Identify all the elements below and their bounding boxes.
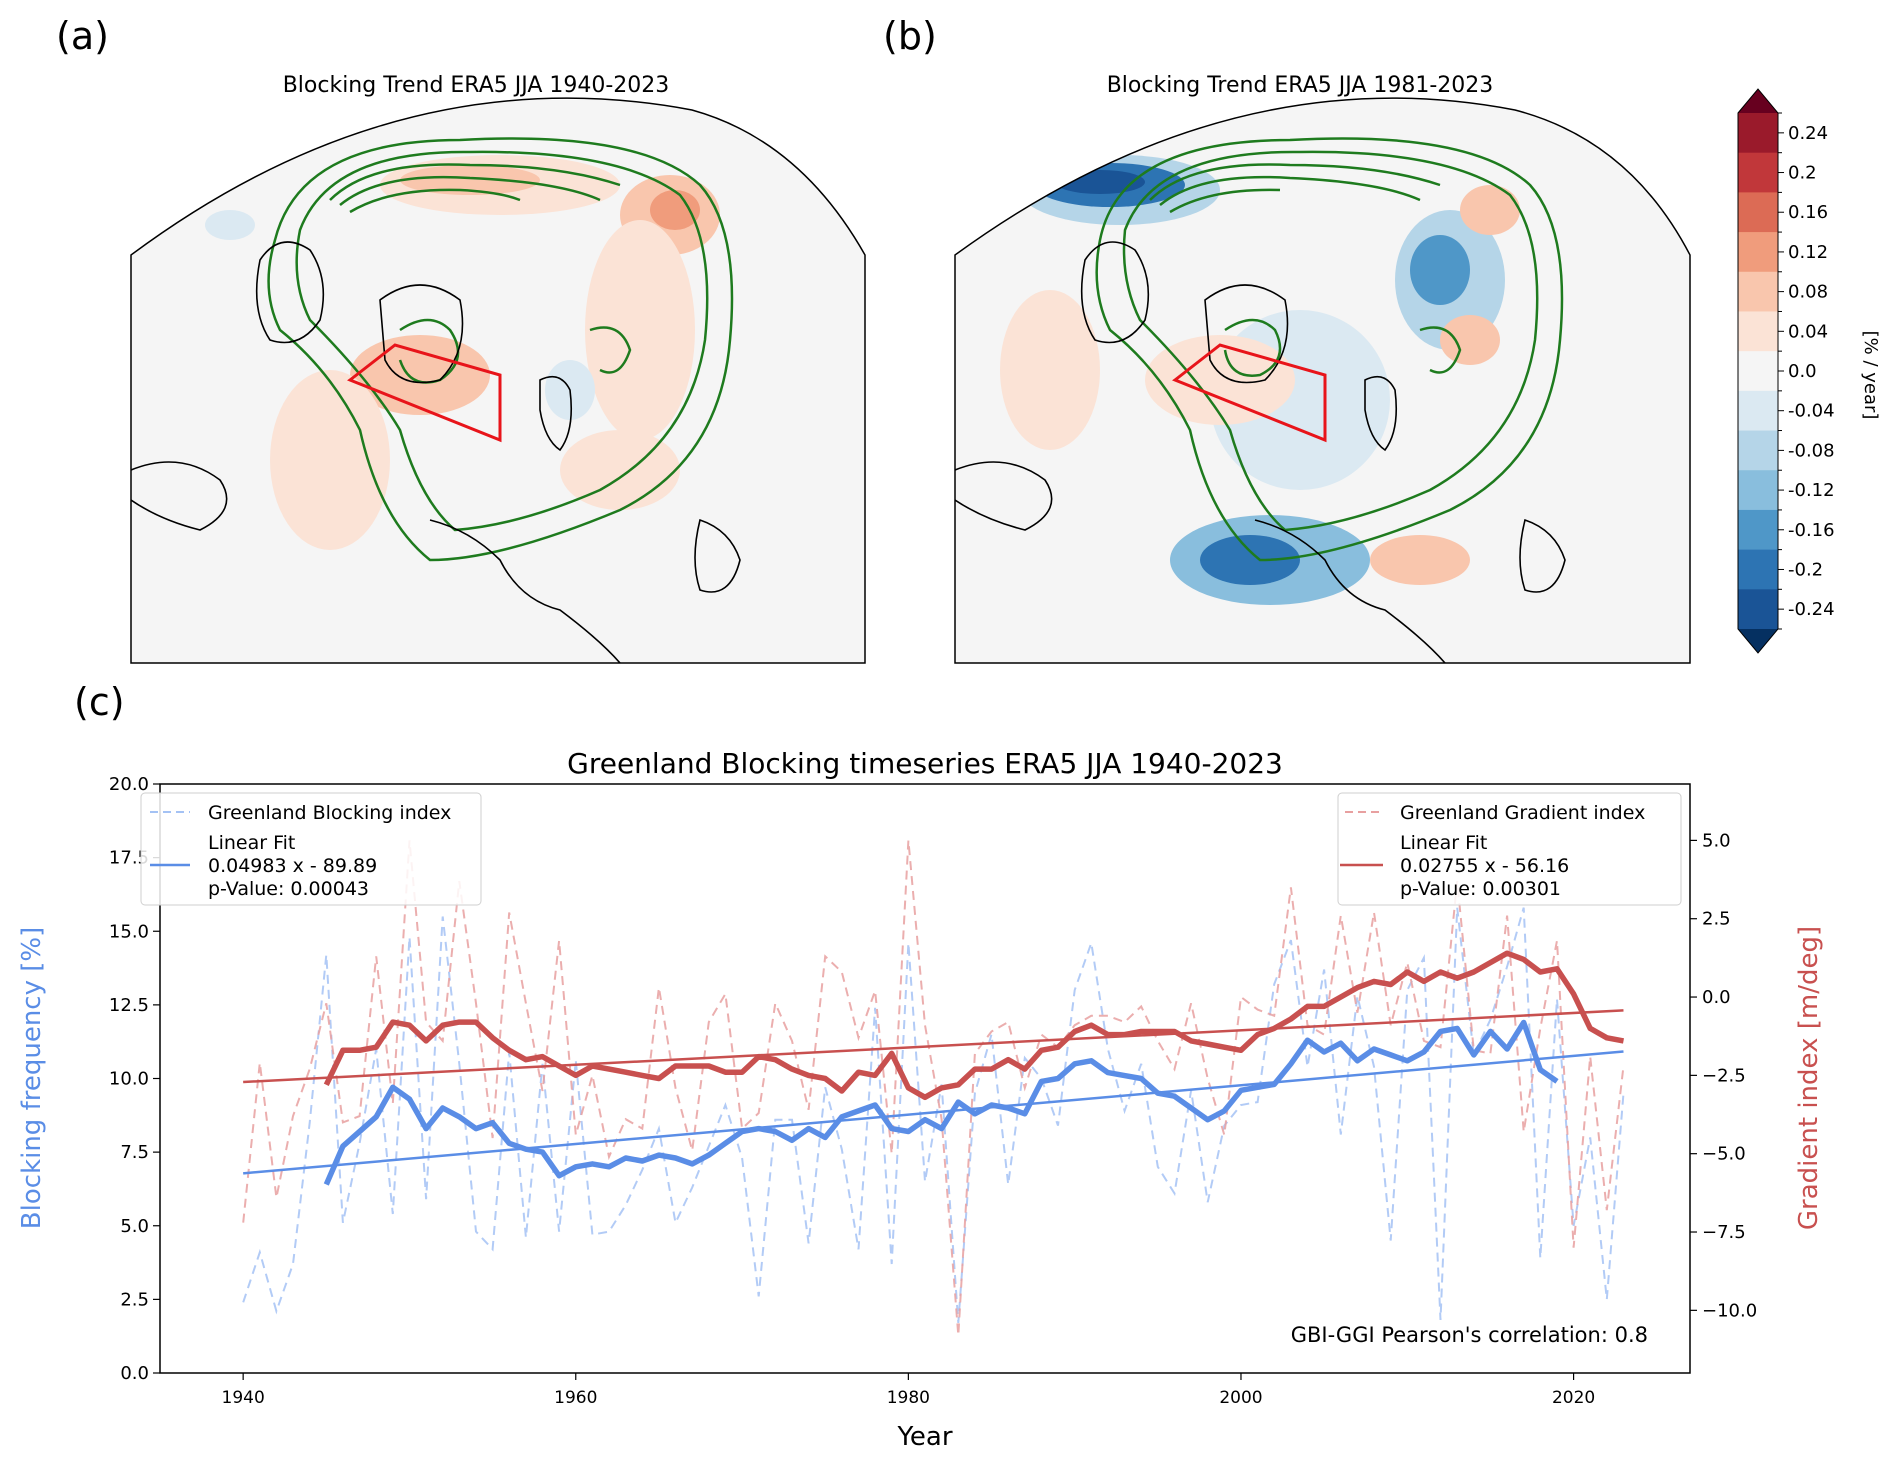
panel-label-a: (a) (56, 14, 109, 58)
y-tick-label-left: 0.0 (120, 1363, 149, 1384)
map-a-coastlines (131, 241, 741, 663)
y-tick-label-left: 17.5 (109, 848, 149, 869)
legend-left: Greenland Blocking index Linear Fit 0.04… (140, 792, 482, 906)
y-tick-label-left: 20.0 (109, 774, 149, 795)
map-a-trend-patch (560, 430, 680, 510)
y-tick-label-left: 5.0 (120, 1216, 149, 1237)
y-tick-label-left: 10.0 (109, 1069, 149, 1090)
y-tick-label-left: 2.5 (120, 1289, 149, 1310)
legend-left-entry-1-line-1: 0.04983 x - 89.89 (208, 855, 377, 877)
legend-left-entry-0: Greenland Blocking index (208, 802, 451, 824)
y-tick-label-left: 7.5 (120, 1142, 149, 1163)
correlation-annotation: GBI-GGI Pearson's correlation: 0.8 (1291, 1323, 1648, 1347)
map-a-trend-patch (205, 210, 255, 240)
blocking-linear-fit-line (243, 1050, 1624, 1175)
map-a-trend-patch (270, 370, 390, 550)
blocking-index-line (242, 907, 1625, 1323)
panel-label-c: (c) (74, 680, 125, 724)
x-tick-label: 1980 (887, 1388, 930, 1408)
legend-right: Greenland Gradient index Linear Fit 0.02… (1337, 792, 1682, 906)
gradient-linear-fit-line (243, 1009, 1624, 1084)
legend-left-entry-1-line-0: Linear Fit (208, 832, 295, 854)
map-a-greenland-box (347, 343, 502, 443)
y-tick-label-right: −5.0 (1702, 1144, 1746, 1165)
legend-right-entry-1-line-1: 0.02755 x - 56.16 (1400, 855, 1569, 877)
y-axis-label-right: Gradient index [m/deg] (1794, 926, 1824, 1230)
legend-right-entry-0: Greenland Gradient index (1400, 802, 1645, 824)
timeseries-title: Greenland Blocking timeseries ERA5 JJA 1… (567, 747, 1283, 780)
legend-right-entry-1-line-0: Linear Fit (1400, 832, 1487, 854)
y-tick-label-right: −7.5 (1702, 1222, 1746, 1243)
map-a-title: Blocking Trend ERA5 JJA 1940-2023 (282, 73, 670, 98)
legend-left-box (140, 792, 482, 906)
x-tick-label: 1960 (554, 1388, 597, 1408)
map-b-title: Blocking Trend ERA5 JJA 1981-2023 (1106, 73, 1494, 98)
x-tick-label: 2000 (1219, 1388, 1262, 1408)
legend-right-box (1337, 792, 1682, 906)
y-tick-label-right: 0.0 (1702, 987, 1731, 1008)
timeseries-frame (159, 783, 1691, 1374)
map-a-trend-patch (400, 165, 540, 195)
y-tick-label-right: −2.5 (1702, 1065, 1746, 1086)
legend-right-entry-1-line-2: p-Value: 0.00301 (1400, 878, 1561, 900)
map-a-trend-patch (650, 190, 700, 230)
x-axis-label: Year (896, 1422, 952, 1452)
panel-label-b: (b) (883, 14, 937, 58)
gradient-running-mean-line (323, 950, 1625, 1101)
map-a-trend-patch (585, 220, 695, 440)
x-tick-label: 1940 (222, 1388, 265, 1408)
map-a (130, 97, 866, 664)
y-tick-label-left: 12.5 (109, 995, 149, 1016)
gradient-index-line (242, 840, 1625, 1336)
y-tick-label-left: 15.0 (109, 921, 149, 942)
x-tick-label: 2020 (1552, 1388, 1595, 1408)
y-axis-label-left: Blocking frequency [%] (17, 927, 47, 1229)
y-tick-label-right: 5.0 (1702, 830, 1731, 851)
y-tick-label-right: 2.5 (1702, 909, 1731, 930)
map-a-contours (267, 137, 734, 562)
y-tick-label-right: −10.0 (1702, 1300, 1757, 1321)
map-a-frame (130, 97, 866, 664)
legend-left-entry-1-line-2: p-Value: 0.00043 (208, 878, 369, 900)
blocking-running-mean-line (323, 1019, 1559, 1186)
